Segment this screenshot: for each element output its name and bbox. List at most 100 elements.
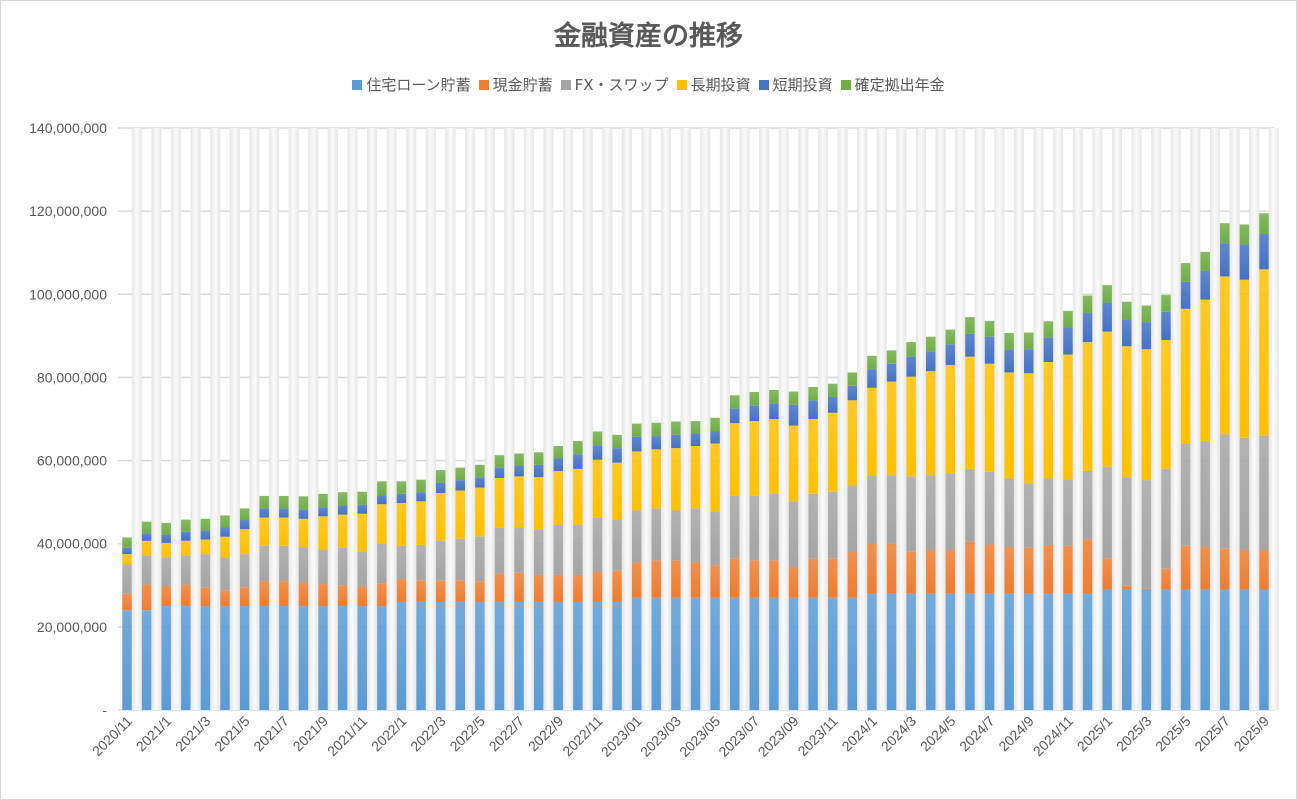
bar-segment — [1220, 434, 1230, 549]
bar-segment — [435, 492, 446, 541]
legend-swatch — [478, 79, 489, 90]
bar-segment — [259, 581, 269, 607]
bar-segment — [1200, 251, 1210, 271]
bar-gap-shadow — [563, 128, 574, 710]
bar-segment — [318, 549, 328, 585]
bar-segment — [749, 495, 760, 561]
bar-segment — [161, 542, 171, 558]
bar-segment — [1180, 545, 1191, 590]
bar-segment — [357, 513, 367, 552]
bar-segment — [533, 464, 544, 478]
bar-segment — [592, 517, 603, 572]
bar-segment — [1122, 301, 1132, 320]
bar-segment — [239, 606, 250, 710]
bar-segment — [416, 580, 426, 602]
bar-segment — [1141, 349, 1152, 481]
bar-gap-shadow — [308, 128, 319, 710]
bar-segment — [690, 508, 701, 563]
bar-gap-shadow — [131, 128, 142, 710]
bar-segment — [435, 601, 446, 710]
bar-segment — [416, 479, 426, 493]
bar-segment — [1161, 340, 1171, 469]
bar-segment — [318, 493, 328, 508]
bar-segment — [710, 565, 720, 598]
bar-segment — [671, 448, 681, 511]
legend-label: 確定拠出年金 — [854, 76, 945, 94]
bar-segment — [553, 470, 564, 526]
bar-segment — [494, 455, 505, 468]
legend-item: 現金貯蓄 — [478, 74, 553, 95]
bar-segment — [279, 581, 289, 607]
bar-segment — [573, 525, 583, 575]
bar-segment — [612, 601, 622, 710]
bar-segment — [1122, 589, 1132, 710]
bar-segment — [181, 531, 191, 541]
bar-segment — [1141, 589, 1152, 710]
bar-segment — [181, 540, 191, 556]
bar-segment — [651, 436, 662, 450]
x-tick-label: 2025/1 — [1074, 713, 1116, 755]
bar-segment — [906, 376, 916, 477]
bar-segment — [455, 601, 466, 710]
bar-segment — [847, 552, 858, 598]
bar-segment — [533, 529, 544, 575]
bar-segment — [200, 606, 211, 710]
bar-segment — [867, 387, 877, 476]
legend-swatch — [560, 79, 571, 90]
bar-segment — [514, 465, 524, 477]
bar-segment — [808, 493, 818, 559]
bar-segment — [827, 597, 838, 710]
legend-label: 住宅ローン貯蓄 — [366, 76, 471, 94]
bar-gap-shadow — [935, 128, 946, 710]
bar-segment — [1063, 354, 1073, 480]
bar-segment — [396, 481, 407, 494]
bar-segment — [1239, 279, 1250, 438]
bar-segment — [1220, 589, 1230, 710]
bar-gap-shadow — [386, 128, 397, 710]
bar-segment — [514, 476, 524, 528]
bar-gap-shadow — [1229, 128, 1240, 710]
bar-segment — [475, 601, 485, 710]
bar-segment — [435, 540, 446, 581]
bar-gap-shadow — [876, 128, 887, 710]
bar-segment — [769, 403, 779, 419]
bar-segment — [1161, 468, 1171, 569]
bar-segment — [161, 522, 171, 535]
bar-segment — [1200, 270, 1210, 300]
bar-segment — [220, 515, 230, 528]
bar-segment — [1043, 337, 1054, 363]
bar-segment — [671, 510, 681, 561]
bar-segment — [906, 551, 916, 594]
bar-segment — [533, 601, 544, 710]
bar-gap-shadow — [1111, 128, 1123, 710]
bar-segment — [886, 593, 897, 710]
bar-segment — [337, 514, 348, 548]
bar-segment — [729, 408, 740, 424]
bar-gap-shadow — [602, 128, 613, 710]
bar-segment — [141, 584, 152, 611]
bar-segment — [161, 557, 171, 587]
bar-segment — [592, 459, 603, 518]
bar-gap-shadow — [817, 128, 828, 710]
bar-segment — [1259, 234, 1269, 270]
bar-segment — [886, 381, 897, 476]
x-tick-label: 2023/11 — [794, 713, 841, 760]
bar-gap-shadow — [1072, 128, 1083, 710]
legend-item: 住宅ローン貯蓄 — [352, 74, 471, 95]
bar-segment — [612, 520, 622, 571]
bar-segment — [455, 538, 466, 581]
bar-segment — [1004, 372, 1014, 479]
chart-legend: 住宅ローン貯蓄 現金貯蓄 FX・スワップ 長期投資 短期投資 確定拠出年金 — [0, 74, 1297, 95]
bar-segment — [1141, 480, 1152, 589]
bar-segment — [1141, 322, 1152, 350]
bar-segment — [847, 372, 858, 386]
bar-segment — [867, 369, 877, 388]
bar-segment — [161, 534, 171, 543]
bar-segment — [1122, 585, 1132, 590]
bar-gap-shadow — [641, 128, 652, 710]
legend-label: 短期投資 — [772, 76, 833, 94]
bar-gap-shadow — [523, 128, 534, 710]
bar-segment — [435, 482, 446, 493]
bar-segment — [357, 586, 367, 607]
bar-segment — [925, 351, 936, 372]
